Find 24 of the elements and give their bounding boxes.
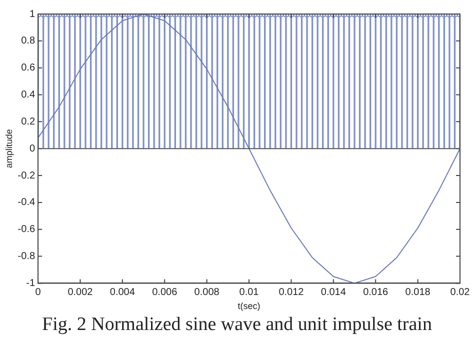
caption: Fig. 2 Normalized sine wave and unit impulse train [41,314,433,336]
x-tick-label: 0.016 [363,286,389,298]
y-tick-label: -0.2 [18,170,36,182]
y-tick-label: -0.8 [18,251,36,262]
y-tick-label: 0.4 [21,90,36,101]
y-tick-label: 0 [29,143,36,154]
y-tick-label: -0.6 [18,224,36,236]
x-tick-label: 0.012 [278,286,304,298]
x-tick-label: 0.006 [152,286,178,298]
x-tick-label: 0.01 [239,286,260,298]
x-tick-label: 0.018 [405,286,431,298]
x-axis-title: t(sec) [238,301,260,312]
y-tick-label: -0.4 [18,197,36,208]
y-tick-label: 1 [29,8,36,20]
x-tick-label: 0.002 [68,286,94,298]
x-tick-label: 0.02 [450,286,470,298]
y-tick-label: -1 [26,278,36,289]
x-tick-label: 0.004 [110,286,136,298]
y-tick-label: 0.8 [21,36,36,47]
x-tick-label: 0.008 [194,286,220,298]
x-tick-label: 0.014 [320,286,346,298]
y-tick-label: 0.6 [21,62,36,74]
y-axis-title: amplitude [4,129,14,168]
y-tick-label: 0.2 [21,116,36,128]
